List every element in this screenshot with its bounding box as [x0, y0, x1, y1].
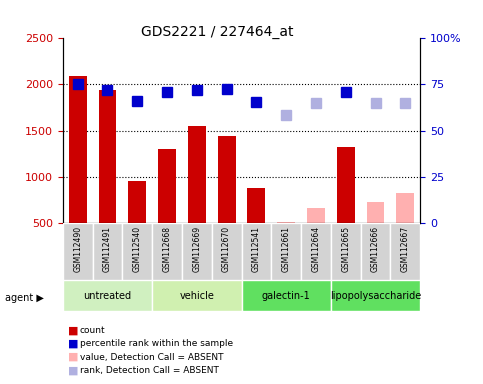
Text: GSM112664: GSM112664 [312, 225, 320, 272]
Text: GSM112540: GSM112540 [133, 225, 142, 272]
Text: galectin-1: galectin-1 [262, 291, 311, 301]
Bar [397, 193, 414, 223]
Bar [277, 222, 295, 223]
Bar [218, 136, 236, 223]
Text: ■: ■ [68, 339, 78, 349]
Text: GSM112661: GSM112661 [282, 225, 291, 271]
Text: GSM112667: GSM112667 [401, 225, 410, 272]
Text: GSM112541: GSM112541 [252, 225, 261, 271]
Text: lipopolysaccharide: lipopolysaccharide [330, 291, 421, 301]
FancyBboxPatch shape [152, 280, 242, 311]
FancyBboxPatch shape [152, 223, 182, 280]
FancyBboxPatch shape [212, 223, 242, 280]
Text: GSM112665: GSM112665 [341, 225, 350, 272]
Text: percentile rank within the sample: percentile rank within the sample [80, 339, 233, 348]
FancyBboxPatch shape [242, 223, 271, 280]
FancyBboxPatch shape [93, 223, 122, 280]
Bar [307, 208, 325, 223]
FancyBboxPatch shape [182, 223, 212, 280]
Text: GDS2221 / 227464_at: GDS2221 / 227464_at [141, 25, 294, 39]
FancyBboxPatch shape [63, 280, 152, 311]
Text: vehicle: vehicle [179, 291, 214, 301]
FancyBboxPatch shape [242, 280, 331, 311]
Text: GSM112666: GSM112666 [371, 225, 380, 272]
Bar [128, 181, 146, 223]
Text: ■: ■ [68, 325, 78, 335]
FancyBboxPatch shape [122, 223, 152, 280]
Text: GSM112490: GSM112490 [73, 225, 82, 272]
Bar [247, 188, 265, 223]
Bar [99, 90, 116, 223]
Text: GSM112670: GSM112670 [222, 225, 231, 272]
Text: GSM112669: GSM112669 [192, 225, 201, 272]
FancyBboxPatch shape [390, 223, 420, 280]
FancyBboxPatch shape [63, 223, 93, 280]
Bar [367, 202, 384, 223]
FancyBboxPatch shape [361, 223, 390, 280]
Text: ■: ■ [68, 366, 78, 376]
Bar [188, 126, 206, 223]
Text: GSM112491: GSM112491 [103, 225, 112, 271]
Bar [69, 76, 86, 223]
Text: GSM112668: GSM112668 [163, 225, 171, 271]
Bar [337, 147, 355, 223]
Bar [158, 149, 176, 223]
Text: ■: ■ [68, 352, 78, 362]
Text: value, Detection Call = ABSENT: value, Detection Call = ABSENT [80, 353, 223, 362]
Text: count: count [80, 326, 105, 335]
Text: rank, Detection Call = ABSENT: rank, Detection Call = ABSENT [80, 366, 219, 375]
FancyBboxPatch shape [331, 223, 361, 280]
FancyBboxPatch shape [271, 223, 301, 280]
Text: untreated: untreated [84, 291, 131, 301]
FancyBboxPatch shape [331, 280, 420, 311]
Text: agent ▶: agent ▶ [5, 293, 43, 303]
FancyBboxPatch shape [301, 223, 331, 280]
